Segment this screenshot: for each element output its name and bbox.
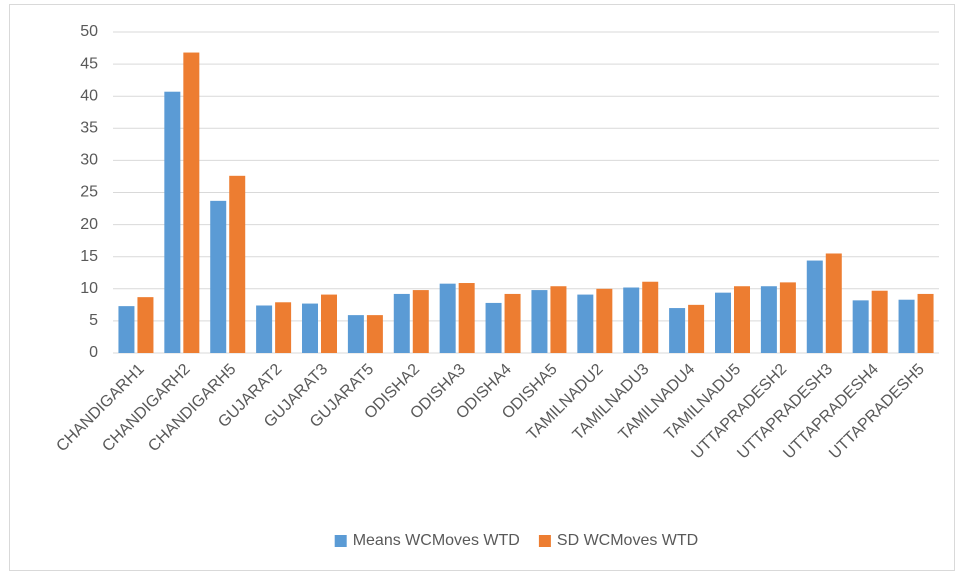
bar bbox=[439, 283, 456, 353]
bar bbox=[504, 293, 521, 353]
bar bbox=[917, 293, 934, 353]
bar bbox=[412, 290, 429, 353]
legend-label: SD WCMoves WTD bbox=[557, 532, 698, 549]
y-tick-label: 20 bbox=[80, 216, 98, 233]
bar bbox=[577, 294, 594, 353]
legend-swatch bbox=[538, 535, 551, 547]
bar bbox=[275, 302, 292, 353]
bar bbox=[321, 294, 337, 353]
bar bbox=[118, 306, 135, 353]
legend-label: Means WCMoves WTD bbox=[353, 532, 520, 549]
bar bbox=[458, 283, 475, 353]
bar bbox=[779, 282, 796, 353]
y-tick-label: 50 bbox=[80, 23, 98, 40]
bar bbox=[229, 175, 246, 353]
bar bbox=[531, 290, 548, 353]
bar bbox=[137, 297, 154, 353]
bar bbox=[210, 200, 227, 353]
y-tick-label: 25 bbox=[80, 184, 98, 201]
bar bbox=[715, 292, 731, 353]
legend-swatch bbox=[334, 535, 347, 547]
y-tick-label: 15 bbox=[80, 248, 98, 265]
bar bbox=[302, 303, 318, 353]
bar bbox=[347, 315, 364, 353]
y-tick-label: 10 bbox=[80, 280, 98, 297]
bar bbox=[688, 304, 705, 353]
y-tick-label: 0 bbox=[89, 344, 98, 361]
bar bbox=[366, 315, 383, 353]
bar bbox=[898, 299, 915, 353]
bar bbox=[669, 308, 686, 353]
y-tick-label: 40 bbox=[80, 87, 98, 104]
bar bbox=[164, 91, 181, 354]
y-tick-label: 35 bbox=[80, 120, 98, 137]
bar bbox=[393, 293, 410, 353]
bar bbox=[871, 290, 888, 353]
bar bbox=[734, 286, 750, 353]
bar bbox=[825, 253, 842, 353]
bar bbox=[623, 287, 640, 353]
bar bbox=[596, 288, 613, 353]
bar bbox=[183, 52, 200, 353]
bar bbox=[642, 281, 659, 353]
bar bbox=[852, 300, 869, 353]
y-tick-label: 5 bbox=[89, 312, 98, 329]
bar bbox=[550, 286, 567, 353]
bar bbox=[485, 302, 502, 353]
bar bbox=[806, 260, 823, 353]
y-tick-label: 30 bbox=[80, 152, 98, 169]
bar bbox=[760, 286, 777, 353]
bar bbox=[256, 305, 273, 353]
y-tick-label: 45 bbox=[80, 55, 98, 72]
